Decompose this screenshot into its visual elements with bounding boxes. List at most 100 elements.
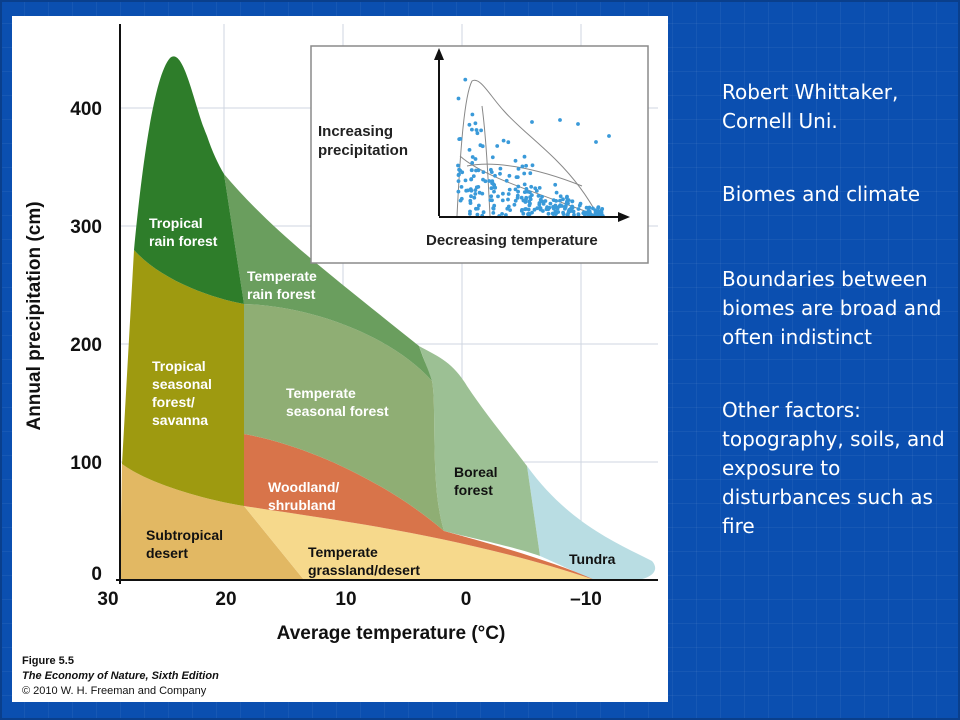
inset-point xyxy=(535,206,540,211)
label-subtropical-desert: Subtropical desert xyxy=(146,527,227,561)
inset-point xyxy=(524,163,528,168)
inset-point xyxy=(529,184,534,189)
inset-point xyxy=(570,204,575,209)
inset-point xyxy=(565,194,569,199)
label-tropical-rain-forest: Tropical rain forest xyxy=(149,215,218,249)
inset-point xyxy=(516,167,521,171)
inset-point xyxy=(472,195,477,200)
inset-point xyxy=(516,184,521,189)
inset-point xyxy=(555,206,560,211)
label-woodland: Woodland/ shrubland xyxy=(268,479,343,513)
inset-point xyxy=(489,194,494,199)
inset-point xyxy=(537,201,542,205)
inset-point xyxy=(467,148,472,152)
inset-point xyxy=(524,195,529,200)
inset-point xyxy=(481,210,486,215)
inset-point xyxy=(561,210,565,215)
x-tick-0: 0 xyxy=(461,589,472,610)
inset-point xyxy=(566,198,571,203)
inset-point xyxy=(466,188,470,193)
inset-point xyxy=(487,179,492,183)
inset-point xyxy=(523,200,528,204)
y-tick-0: 0 xyxy=(91,564,102,585)
inset-point xyxy=(498,166,503,171)
inset-point xyxy=(480,144,485,149)
y-axis-title: Annual precipitation (cm) xyxy=(24,201,45,430)
x-tick-20: 20 xyxy=(215,589,236,610)
inset-point xyxy=(471,174,476,179)
inset-point xyxy=(470,127,474,132)
inset-point xyxy=(530,120,534,124)
inset-point xyxy=(607,134,611,138)
inset-point xyxy=(556,210,561,214)
inset-point xyxy=(493,173,497,178)
label-tropical-seasonal: Tropical seasonal forest/ savanna xyxy=(152,358,216,428)
inset-point xyxy=(596,206,600,210)
inset-point xyxy=(463,178,468,183)
region-subtropical-desert xyxy=(120,464,304,580)
inset-point xyxy=(519,209,524,213)
inset-point xyxy=(523,207,527,212)
inset-point xyxy=(474,128,479,132)
inset-point xyxy=(553,182,558,187)
inset-point xyxy=(473,188,478,193)
inset-point xyxy=(530,163,535,168)
label-temperate-grassland: Temperate grassland/desert xyxy=(308,544,420,578)
inset-point xyxy=(558,198,562,203)
inset-point xyxy=(513,198,518,203)
inset-point xyxy=(570,199,575,204)
y-tick-300: 300 xyxy=(70,217,102,238)
inset-panel: Increasing precipitation Decreasing temp… xyxy=(310,45,649,264)
inset-point xyxy=(522,171,527,176)
inset-point xyxy=(551,205,555,209)
inset-point xyxy=(563,204,568,209)
inset-point xyxy=(500,212,504,216)
inset-point xyxy=(491,211,496,215)
label-temperate-rain-forest: Temperate rain forest xyxy=(247,268,321,302)
inset-point xyxy=(516,189,520,194)
label-temperate-seasonal: Temperate seasonal forest xyxy=(286,385,389,419)
region-tropical-seasonal xyxy=(122,250,244,506)
inset-point xyxy=(469,177,473,182)
inset-point xyxy=(540,194,544,199)
inset-point xyxy=(476,168,481,173)
inset-point xyxy=(496,194,500,199)
inset-point xyxy=(548,201,553,206)
figure-caption: Figure 5.5 The Economy of Nature, Sixth … xyxy=(22,654,219,699)
inset-envelope xyxy=(456,79,599,217)
region-boreal xyxy=(419,346,540,556)
inset-point xyxy=(489,167,493,172)
inset-point xyxy=(490,198,494,203)
inset-point xyxy=(469,168,474,173)
inset-x-arrow-icon xyxy=(618,212,630,222)
inset-point xyxy=(501,138,506,143)
inset-y-arrow-icon xyxy=(434,48,444,60)
inset-point xyxy=(500,198,505,203)
region-temperate-grassland xyxy=(244,506,595,580)
inset-point xyxy=(492,189,496,194)
inset-point xyxy=(507,187,512,192)
inset-point xyxy=(473,121,478,126)
inset-point xyxy=(481,170,486,175)
region-woodland xyxy=(244,434,595,580)
x-axis-title: Average temperature (°C) xyxy=(277,623,506,644)
inset-point xyxy=(506,192,511,196)
inset-point xyxy=(470,112,475,117)
inset-point xyxy=(538,206,542,210)
note-boundaries: Boundaries between biomes are broad and … xyxy=(722,267,942,349)
inset-point xyxy=(477,203,481,208)
inset-point xyxy=(457,167,461,172)
inset-point xyxy=(567,208,572,212)
inset-point xyxy=(513,158,518,163)
inset-point xyxy=(565,212,570,217)
inset-point xyxy=(522,154,527,159)
region-temperate-rain-forest xyxy=(224,174,432,381)
inset-point xyxy=(512,202,517,207)
inset-point xyxy=(458,137,463,141)
inset-point xyxy=(599,209,604,214)
inset-point xyxy=(476,185,481,189)
inset-point xyxy=(506,140,511,145)
inset-point xyxy=(490,155,495,160)
inset-point xyxy=(528,190,532,195)
inset-point xyxy=(501,191,505,196)
